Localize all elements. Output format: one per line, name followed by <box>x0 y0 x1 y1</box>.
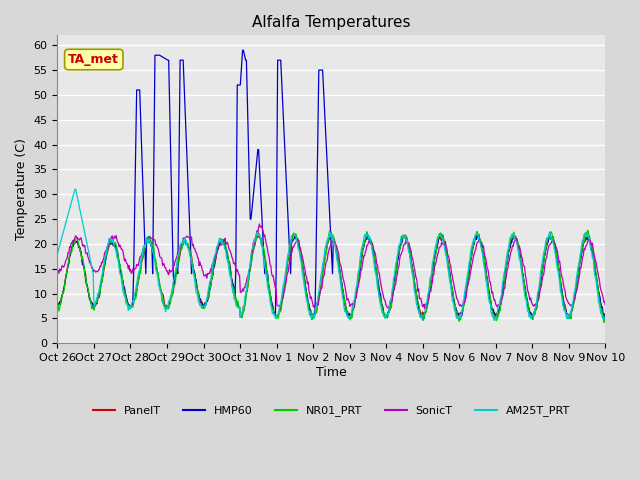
Legend: PanelT, HMP60, NR01_PRT, SonicT, AM25T_PRT: PanelT, HMP60, NR01_PRT, SonicT, AM25T_P… <box>88 401 575 421</box>
NR01_PRT <box>398 236 406 241</box>
AM25T_PRT <box>399 234 407 240</box>
NR01_PRT <box>63 267 71 273</box>
AM25T_PRT <box>271 315 279 321</box>
AM25T_PRT <box>54 251 61 257</box>
PanelT <box>175 255 183 261</box>
HMP60 <box>239 48 246 53</box>
PanelT <box>204 293 212 299</box>
NR01_PRT <box>175 252 183 258</box>
AM25T_PRT <box>63 215 71 220</box>
HMP60 <box>175 129 183 134</box>
AM25T_PRT <box>71 186 79 192</box>
PanelT <box>54 302 61 308</box>
Line: PanelT: PanelT <box>58 234 605 318</box>
PanelT <box>63 265 71 271</box>
SonicT <box>54 268 61 274</box>
NR01_PRT <box>584 228 592 233</box>
HMP60 <box>415 304 422 310</box>
HMP60 <box>602 311 609 317</box>
NR01_PRT <box>120 287 127 292</box>
Y-axis label: Temperature (C): Temperature (C) <box>15 138 28 240</box>
SonicT <box>421 306 429 312</box>
AM25T_PRT <box>205 283 213 288</box>
PanelT <box>399 232 406 238</box>
SonicT <box>175 247 183 252</box>
NR01_PRT <box>600 320 608 325</box>
X-axis label: Time: Time <box>316 366 347 379</box>
SonicT <box>204 271 212 277</box>
SonicT <box>415 286 422 292</box>
PanelT <box>602 314 609 320</box>
AM25T_PRT <box>176 243 184 249</box>
Line: AM25T_PRT: AM25T_PRT <box>58 189 605 318</box>
Line: SonicT: SonicT <box>58 224 605 309</box>
SonicT <box>63 255 71 261</box>
PanelT <box>415 303 422 309</box>
HMP60 <box>420 315 428 321</box>
NR01_PRT <box>204 291 212 297</box>
NR01_PRT <box>54 305 61 311</box>
HMP60 <box>63 267 71 273</box>
HMP60 <box>120 285 127 290</box>
SonicT <box>602 302 609 308</box>
SonicT <box>399 248 406 253</box>
Title: Alfalfa Temperatures: Alfalfa Temperatures <box>252 15 411 30</box>
NR01_PRT <box>414 300 422 306</box>
NR01_PRT <box>602 313 609 319</box>
HMP60 <box>204 295 212 300</box>
PanelT <box>120 284 127 289</box>
HMP60 <box>54 302 61 308</box>
Line: HMP60: HMP60 <box>58 50 605 318</box>
AM25T_PRT <box>602 314 609 320</box>
HMP60 <box>399 236 406 242</box>
PanelT <box>563 315 571 321</box>
Text: TA_met: TA_met <box>68 53 119 66</box>
PanelT <box>291 231 299 237</box>
Line: NR01_PRT: NR01_PRT <box>58 230 605 323</box>
AM25T_PRT <box>415 310 423 316</box>
SonicT <box>120 253 127 259</box>
SonicT <box>255 221 263 227</box>
AM25T_PRT <box>120 293 128 299</box>
